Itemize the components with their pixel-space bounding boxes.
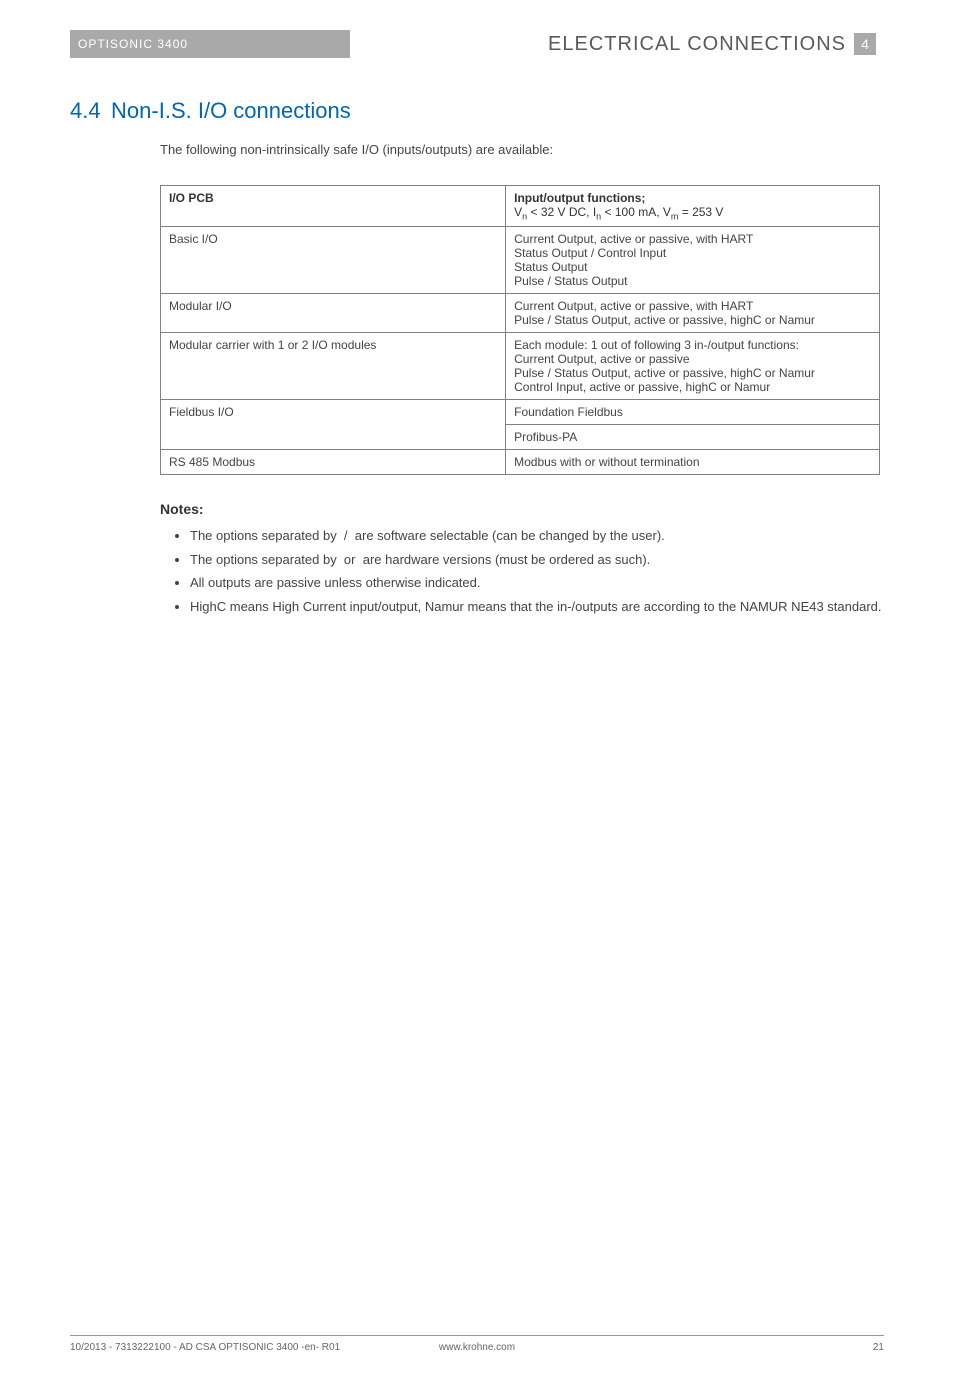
section-heading: 4.4 Non-I.S. I/O connections — [70, 98, 884, 124]
table-row: RS 485 Modbus Modbus with or without ter… — [161, 450, 880, 475]
cell-left: Fieldbus I/O — [161, 400, 506, 450]
cell-left: RS 485 Modbus — [161, 450, 506, 475]
table-row: Basic I/O Current Output, active or pass… — [161, 227, 880, 294]
table-header-row: I/O PCB Input/output functions; Vn < 32 … — [161, 186, 880, 227]
list-item: The options separated by or are hardware… — [190, 551, 884, 569]
header-right: ELECTRICAL CONNECTIONS 4 — [350, 30, 884, 58]
table-row: Modular I/O Current Output, active or pa… — [161, 294, 880, 333]
io-table: I/O PCB Input/output functions; Vn < 32 … — [160, 185, 880, 475]
cell-right: Current Output, active or passive, with … — [506, 294, 880, 333]
f2: < 32 V DC, I — [527, 205, 596, 219]
page-header: OPTISONIC 3400 ELECTRICAL CONNECTIONS 4 — [70, 30, 884, 58]
cell-right: Each module: 1 out of following 3 in-/ou… — [506, 333, 880, 400]
cell-left: Modular I/O — [161, 294, 506, 333]
header-title: ELECTRICAL CONNECTIONS — [548, 33, 846, 56]
product-tag: OPTISONIC 3400 — [70, 30, 350, 58]
table-row: Modular carrier with 1 or 2 I/O modules … — [161, 333, 880, 400]
footer-right: 21 — [873, 1342, 884, 1353]
section-number: 4.4 — [70, 98, 101, 123]
th-right-formula: Vn < 32 V DC, In < 100 mA, Vm = 253 V — [514, 205, 723, 219]
cell-right: Modbus with or without termination — [506, 450, 880, 475]
cell-right: Current Output, active or passive, with … — [506, 227, 880, 294]
th-left: I/O PCB — [161, 186, 506, 227]
cell-left: Basic I/O — [161, 227, 506, 294]
f1: V — [514, 205, 522, 219]
cell-right: Profibus-PA — [506, 425, 880, 450]
list-item: The options separated by / are software … — [190, 527, 884, 545]
section-title: Non-I.S. I/O connections — [111, 98, 351, 123]
th-right: Input/output functions; Vn < 32 V DC, In… — [506, 186, 880, 227]
table-row: Fieldbus I/O Foundation Fieldbus — [161, 400, 880, 425]
header-badge: 4 — [854, 33, 876, 55]
f4: = 253 V — [678, 205, 723, 219]
cell-left: Modular carrier with 1 or 2 I/O modules — [161, 333, 506, 400]
footer-left: 10/2013 - 7313222100 - AD CSA OPTISONIC … — [70, 1342, 340, 1353]
intro-text: The following non-intrinsically safe I/O… — [160, 142, 884, 157]
list-item: All outputs are passive unless otherwise… — [190, 574, 884, 592]
page-footer: 10/2013 - 7313222100 - AD CSA OPTISONIC … — [70, 1335, 884, 1353]
notes-heading: Notes: — [160, 501, 884, 517]
notes-list: The options separated by / are software … — [180, 527, 884, 615]
footer-center: www.krohne.com — [439, 1342, 515, 1353]
th-right-bold: Input/output functions; — [514, 191, 645, 205]
cell-right: Foundation Fieldbus — [506, 400, 880, 425]
f3: < 100 mA, V — [601, 205, 671, 219]
list-item: HighC means High Current input/output, N… — [190, 598, 884, 616]
